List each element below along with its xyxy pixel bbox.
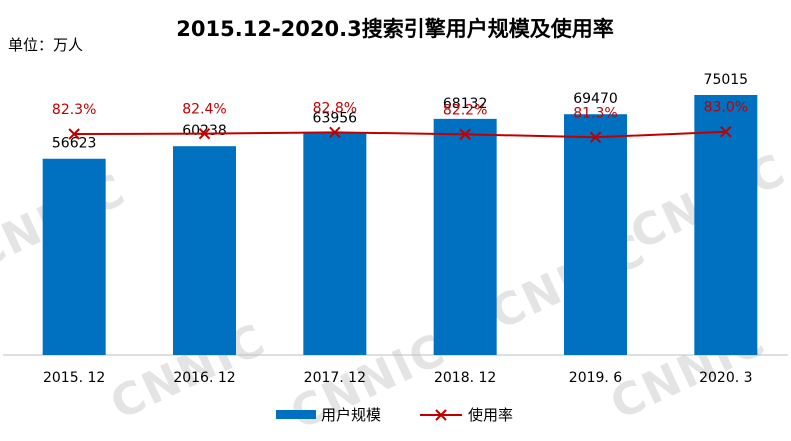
bar	[303, 133, 367, 355]
rate-value-label: 82.3%	[52, 102, 96, 118]
rate-line-group	[68, 125, 732, 144]
bar-value-label: 75015	[704, 72, 749, 88]
legend: 用户规模 使用率	[276, 406, 513, 424]
bar-value-label: 63956	[313, 110, 358, 126]
x-tick-label: 2015. 12	[43, 370, 105, 386]
rate-marker	[198, 127, 211, 140]
bar	[694, 95, 758, 355]
bar-value-label: 60238	[182, 123, 227, 139]
rate-marker	[459, 128, 471, 141]
bar-value-label: 69470	[573, 91, 618, 107]
chart-title: 2015.12-2020.3搜索引擎用户规模及使用率	[176, 17, 613, 41]
rate-line	[74, 130, 726, 139]
watermark-layer: CNNICCNNICCNNICCNNICCNNICCNNIC	[0, 144, 791, 440]
bar-value-label: 68132	[443, 96, 488, 112]
x-tick-label: 2019. 6	[569, 370, 623, 386]
x-tick-labels: 2015. 12 2016. 12 2017. 12 2018. 12 2019. 6 2…	[43, 370, 753, 386]
rate-value-label: 82.2%	[443, 102, 487, 118]
rate-marker	[329, 126, 341, 139]
rate-marker	[68, 128, 80, 140]
rate-value-label: 82.8%	[313, 100, 357, 116]
rate-value-label: 81.3%	[573, 105, 617, 121]
bar	[564, 114, 627, 355]
x-tick-label: 2017. 12	[304, 370, 366, 386]
legend-label-bar: 用户规模	[321, 406, 381, 424]
rate-value-label: 82.4%	[182, 102, 226, 118]
bar-value-labels: 56623 60238 63956 68132 69470 75015	[52, 72, 748, 152]
bar	[42, 158, 106, 355]
rate-value-label: 83.0%	[704, 100, 748, 116]
x-tick-label: 2018. 12	[434, 370, 496, 386]
rate-value-labels: 82.3% 82.4% 82.8% 82.2% 81.3% 83.0%	[52, 100, 748, 122]
legend-label-line: 使用率	[468, 406, 513, 424]
bar	[433, 118, 497, 355]
x-tick-label: 2016. 12	[173, 370, 235, 386]
bars-group	[42, 95, 758, 355]
rate-marker	[720, 125, 732, 138]
legend-marker-x	[435, 409, 447, 421]
rate-marker	[589, 131, 602, 144]
legend-swatch-bar	[276, 410, 316, 419]
bar-value-label: 56623	[52, 136, 97, 152]
bar	[173, 146, 236, 355]
unit-label: 单位：万人	[8, 36, 83, 54]
x-tick-label: 2020. 3	[699, 370, 752, 386]
